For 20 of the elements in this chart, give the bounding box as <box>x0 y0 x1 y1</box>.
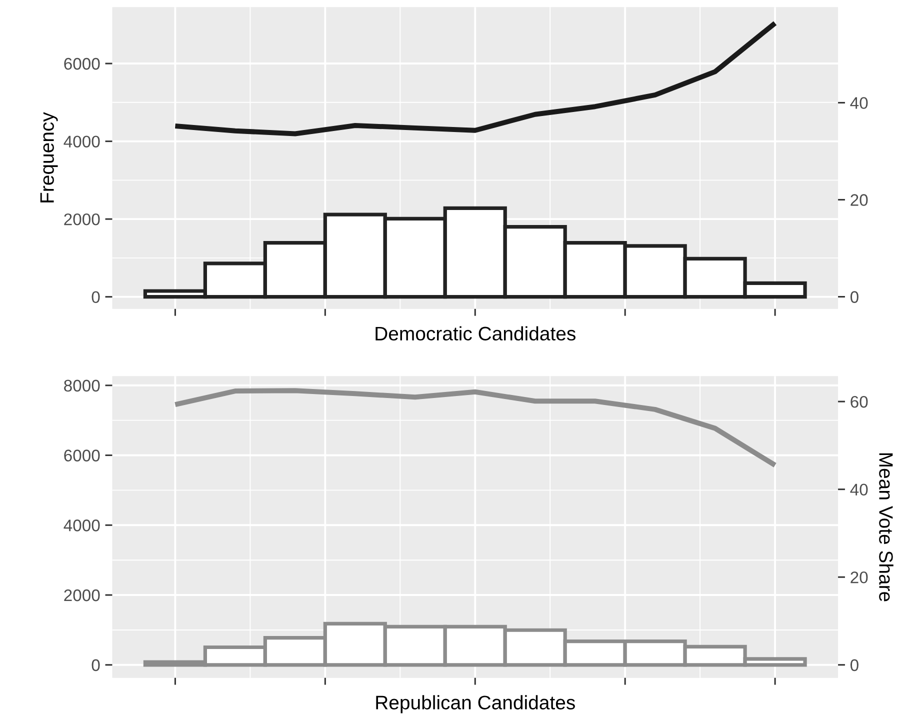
y-tick-label: 6000 <box>64 58 100 70</box>
y2-tick-label: 0 <box>850 659 858 672</box>
y-tick-label: 4000 <box>64 136 100 148</box>
y2-tick-label: 60 <box>850 396 868 408</box>
y-tick-label: 0 <box>92 659 100 672</box>
y-tick-label: 2000 <box>64 213 100 226</box>
y-tick-label: 4000 <box>64 520 100 532</box>
y2-tick-label: 20 <box>850 194 868 206</box>
x-axis-title: Republican Candidates <box>376 695 575 714</box>
y-tick-label: 8000 <box>64 380 100 392</box>
y2-tick-label: 20 <box>850 572 868 584</box>
y-tick-label: 0 <box>92 291 100 304</box>
y2-tick-label: 40 <box>850 484 868 496</box>
y2-tick-label: 0 <box>850 291 858 303</box>
y-tick-label: 6000 <box>64 450 100 462</box>
y-tick-label: 2000 <box>64 589 100 602</box>
y2-tick-label: 40 <box>850 97 868 109</box>
y-axis-title: Frequency <box>40 112 58 202</box>
x-axis-title: Democratic Candidates <box>376 326 576 341</box>
y2-axis-title: Mean Vote Share <box>879 453 894 602</box>
